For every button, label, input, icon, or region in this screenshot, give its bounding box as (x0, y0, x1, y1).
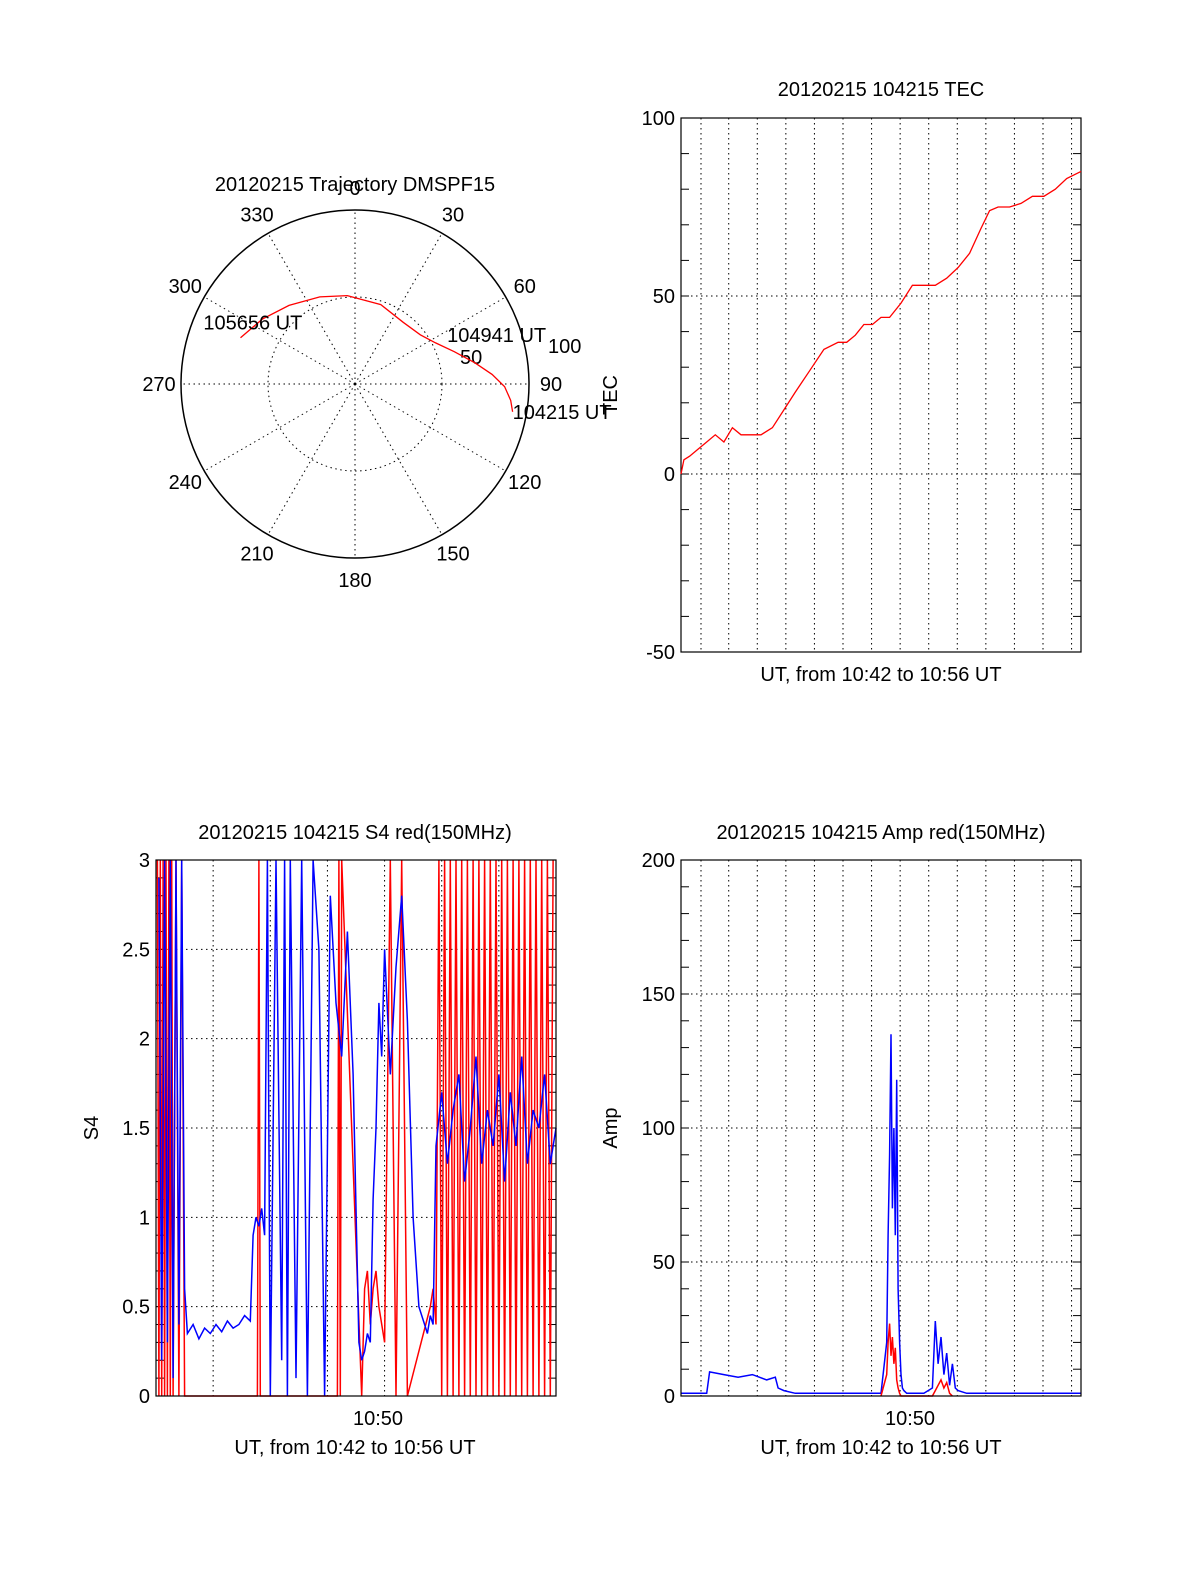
polar-spoke-240 (204, 383, 356, 472)
polar-spoke-30 (354, 233, 443, 385)
polar-angle-label: 270 (142, 374, 175, 396)
amp-y-axis-label: Amp (600, 1107, 622, 1148)
tec-panel: 20120215 104215 TEC 100 50 0 -50 TEC UT, fr… (600, 79, 1082, 686)
tec-title: 20120215 104215 TEC (778, 79, 984, 101)
s4-panel: 20120215 104215 S4 red(150MHz) 3 2.5 2 1.5 1… (81, 822, 557, 1459)
polar-spoke-150 (354, 383, 443, 535)
polar-angle-label: 60 (514, 276, 536, 298)
polar-grid (181, 210, 529, 558)
tec-grid (681, 118, 1081, 652)
amp-y-tick-label: 200 (642, 850, 675, 872)
amp-blue-series-line (681, 1034, 1081, 1395)
polar-angle-label: 90 (540, 374, 562, 396)
polar-spoke-60 (354, 296, 506, 385)
amp-panel: 20120215 104215 Amp red(150MHz) 200 150 10… (600, 822, 1082, 1459)
amp-y-tick-label: 0 (664, 1386, 675, 1408)
s4-y-axis-label: S4 (81, 1116, 103, 1140)
trajectory-time-label: 104215 UT (513, 402, 612, 424)
tec-x-axis-label: UT, from 10:42 to 10:56 UT (760, 664, 1001, 686)
tec-y-tick-label: -50 (646, 642, 675, 664)
amp-plot-frame (680, 859, 1082, 1397)
tec-minor-ticks (681, 117, 1081, 653)
s4-y-tick-label: 1.5 (122, 1118, 150, 1140)
amp-y-tick-label: 50 (653, 1252, 675, 1274)
polar-spoke-120 (354, 383, 506, 472)
trajectory-annotations: 105656 UT 104941 UT 104215 UT (203, 313, 611, 424)
polar-angle-label: 300 (169, 276, 202, 298)
polar-angle-label: 210 (240, 544, 273, 566)
s4-y-tick-label: 2 (139, 1029, 150, 1051)
s4-y-tick-label: 1 (139, 1207, 150, 1229)
amp-minor-ticks (681, 859, 1081, 1397)
s4-y-tick-label: 0.5 (122, 1297, 150, 1319)
s4-title: 20120215 104215 S4 red(150MHz) (198, 822, 512, 844)
tec-series-line (680, 170, 1082, 475)
amp-y-tick-labels: 200 150 100 50 0 (642, 850, 675, 1408)
s4-x-axis-label: UT, from 10:42 to 10:56 UT (234, 1437, 475, 1459)
tec-y-axis-label: TEC (600, 375, 622, 415)
s4-blue-series-line (158, 859, 557, 1397)
s4-y-tick-label: 0 (139, 1386, 150, 1408)
polar-angle-label: 120 (508, 472, 541, 494)
s4-y-tick-label: 3 (139, 850, 150, 872)
tec-y-tick-label: 0 (664, 464, 675, 486)
trajectory-time-label: 105656 UT (203, 313, 302, 335)
polar-angle-label: 330 (240, 204, 273, 226)
polar-spoke-330 (267, 233, 356, 385)
polar-title: 20120215 Trajectory DMSPF15 (215, 174, 495, 196)
tec-y-tick-label: 50 (653, 286, 675, 308)
polar-spoke-300 (204, 296, 356, 385)
s4-x-tick-label: 10:50 (353, 1408, 403, 1430)
polar-angle-label: 0 (349, 178, 360, 200)
amp-title: 20120215 104215 Amp red(150MHz) (716, 822, 1045, 844)
tec-y-tick-labels: 100 50 0 -50 (642, 108, 675, 664)
polar-spoke-210 (267, 383, 356, 535)
trajectory-series-line (240, 294, 514, 412)
polar-outer-circle (180, 209, 530, 559)
trajectory-time-label: 104941 UT (447, 325, 546, 347)
amp-y-tick-label: 150 (642, 984, 675, 1006)
polar-angle-label: 30 (442, 204, 464, 226)
amp-grid (681, 860, 1081, 1396)
tec-y-tick-label: 100 (642, 108, 675, 130)
amp-y-tick-label: 100 (642, 1118, 675, 1140)
s4-plot-frame (155, 859, 557, 1397)
polar-radial-label-100: 100 (548, 336, 581, 358)
amp-x-tick-label: 10:50 (885, 1408, 935, 1430)
polar-angle-labels: 0 30 60 90 120 150 180 210 240 270 300 330 (142, 178, 562, 592)
s4-y-tick-label: 2.5 (122, 939, 150, 961)
trajectory-polar-plot: 20120215 Trajectory DMSPF15 0 30 60 90 120 15… (142, 174, 611, 592)
polar-angle-label: 240 (169, 472, 202, 494)
amp-x-axis-label: UT, from 10:42 to 10:56 UT (760, 1437, 1001, 1459)
polar-ring-50 (267, 296, 443, 472)
polar-angle-label: 150 (436, 544, 469, 566)
amp-red-series-line (880, 1323, 953, 1397)
s4-y-tick-labels: 3 2.5 2 1.5 1 0.5 0 (122, 850, 150, 1408)
polar-angle-label: 180 (338, 570, 371, 592)
tec-plot-frame (680, 117, 1082, 653)
